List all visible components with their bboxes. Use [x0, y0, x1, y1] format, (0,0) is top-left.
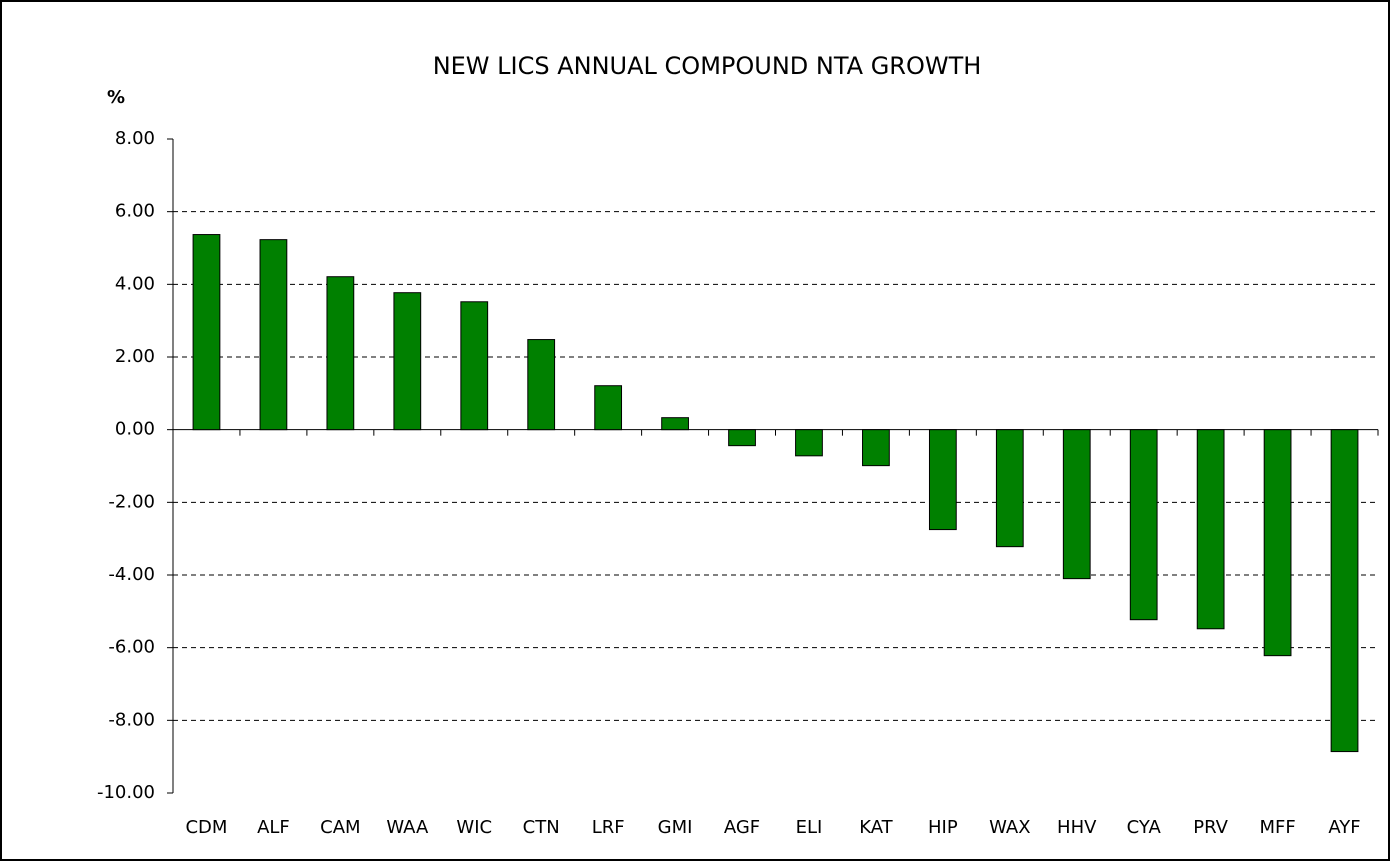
bar	[1263, 429, 1292, 657]
y-tick-label: 6.00	[115, 201, 155, 222]
x-tick-label: GMI	[658, 817, 693, 838]
x-tick-label: CDM	[185, 817, 227, 838]
y-tick-label: 0.00	[115, 419, 155, 440]
bar	[460, 301, 489, 431]
bar	[1196, 429, 1225, 630]
bar	[1330, 429, 1359, 753]
x-tick-label: ELI	[796, 817, 823, 838]
x-tick-label: WAA	[386, 817, 429, 838]
x-tick-label: WAX	[989, 817, 1030, 838]
x-tick-label: HIP	[928, 817, 958, 838]
bar	[795, 429, 823, 457]
bar	[192, 234, 221, 431]
bar	[1062, 429, 1091, 580]
x-tick-label: CTN	[523, 817, 560, 838]
y-tick-label: -8.00	[108, 709, 155, 730]
y-axis-label: %	[107, 87, 125, 108]
x-tick-label: WIC	[456, 817, 492, 838]
y-tick-label: 4.00	[115, 273, 155, 294]
x-tick-label: CYA	[1127, 817, 1162, 838]
x-tick-label: AGF	[724, 817, 760, 838]
y-tick-label: -6.00	[108, 637, 155, 658]
bar	[862, 429, 890, 467]
bar	[1129, 429, 1158, 621]
bar	[527, 339, 556, 431]
x-tick-label: LRF	[592, 817, 625, 838]
bar	[928, 429, 957, 531]
bar	[661, 417, 689, 431]
chart-title: NEW LICS ANNUAL COMPOUND NTA GROWTH	[433, 52, 982, 80]
y-tick-label: 2.00	[115, 346, 155, 367]
bar	[393, 292, 422, 431]
x-tick-label: AYF	[1328, 817, 1360, 838]
y-tick-label: 8.00	[115, 128, 155, 149]
bar	[326, 276, 355, 431]
x-tick-label: CAM	[320, 817, 360, 838]
x-tick-label: KAT	[859, 817, 893, 838]
y-tick-label: -10.00	[97, 782, 155, 803]
y-tick-label: -2.00	[108, 491, 155, 512]
bar	[259, 239, 288, 431]
y-tick-label: -4.00	[108, 564, 155, 585]
x-tick-label: ALF	[257, 817, 290, 838]
x-tick-label: PRV	[1193, 817, 1228, 838]
bar	[728, 429, 756, 447]
x-tick-label: MFF	[1259, 817, 1295, 838]
bar	[594, 385, 623, 431]
x-tick-label: HHV	[1057, 817, 1097, 838]
bar	[995, 429, 1024, 548]
